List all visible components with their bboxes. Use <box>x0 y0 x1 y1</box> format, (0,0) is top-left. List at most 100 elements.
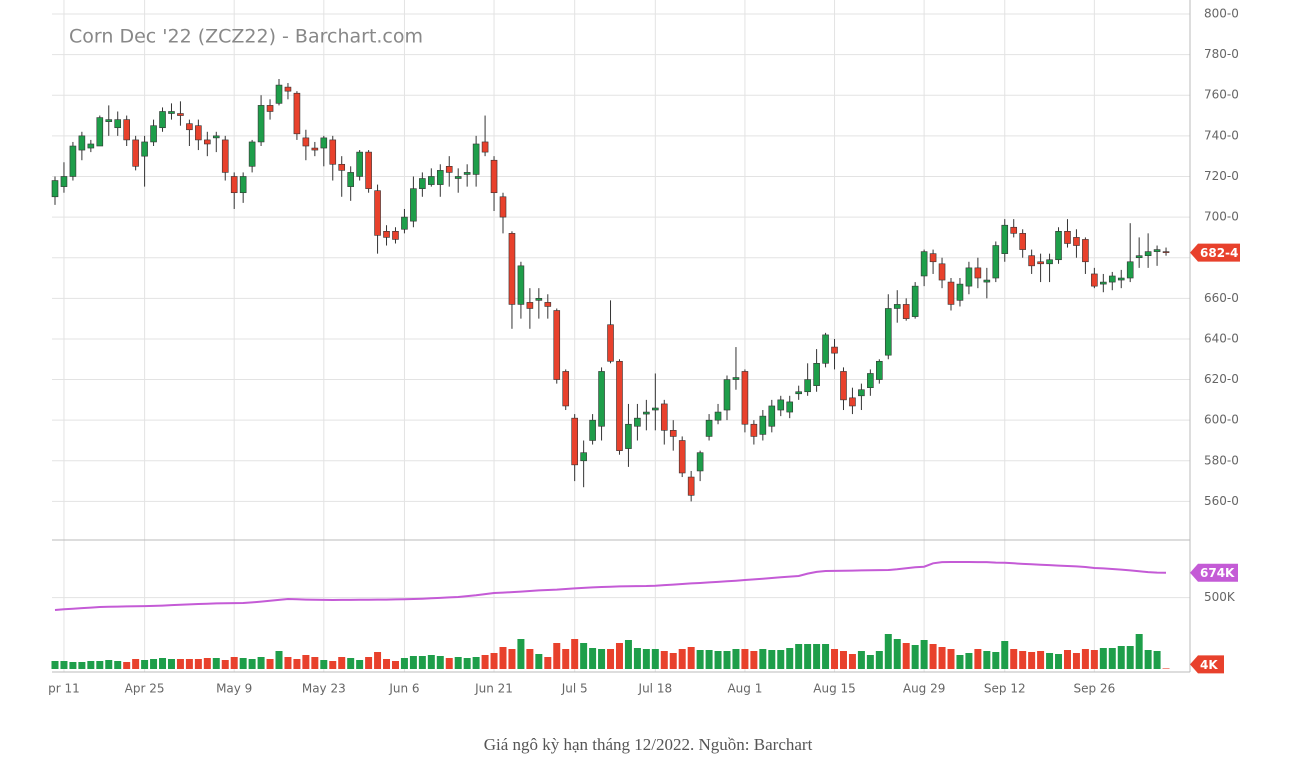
volume-bar <box>194 659 202 669</box>
volume-bar <box>947 649 955 669</box>
volume-bar <box>624 640 632 669</box>
candle-body <box>96 117 104 147</box>
volume-bar <box>759 649 767 669</box>
candle-body <box>535 298 543 301</box>
volume-bar <box>1126 646 1134 669</box>
volume-bar <box>132 659 140 669</box>
candle-body <box>374 190 381 236</box>
candle-body <box>1064 231 1071 244</box>
volume-bar <box>598 649 606 669</box>
candle-body <box>849 397 856 407</box>
badge <box>1190 563 1238 582</box>
volume-bar <box>813 644 821 669</box>
volume-bar <box>974 649 982 669</box>
candle-body <box>678 440 686 474</box>
volume-bar <box>786 648 794 669</box>
candle-body <box>51 180 59 198</box>
volume-bar <box>329 661 337 669</box>
candle-body <box>248 141 256 167</box>
volume-bar <box>795 644 803 669</box>
volume-bar <box>1162 668 1170 669</box>
volume-bar <box>535 654 543 669</box>
candle-body <box>652 407 659 411</box>
candle-body <box>132 139 139 167</box>
candle-body <box>266 105 274 112</box>
volume-bar <box>1019 651 1027 669</box>
volume-bar <box>1153 651 1161 669</box>
candle-body <box>195 125 202 141</box>
candle-body <box>275 84 283 104</box>
volume-bar <box>956 655 964 669</box>
volume-bar <box>1144 650 1152 669</box>
candle-body <box>1162 251 1170 253</box>
volume-bar <box>203 658 211 669</box>
candle-body <box>356 151 363 177</box>
volume-bar <box>992 652 1000 669</box>
volume-bar <box>51 661 59 669</box>
volume-bar <box>723 651 731 669</box>
candle-body <box>714 411 722 421</box>
volume-bar <box>490 653 498 669</box>
candle-body <box>1055 231 1062 261</box>
volume-bar <box>517 639 525 669</box>
volume-bar <box>302 655 310 669</box>
candle-body <box>822 334 829 364</box>
candle-body <box>607 324 614 362</box>
candle-body <box>517 265 525 305</box>
volume-bar <box>87 661 95 669</box>
candle-body <box>741 371 749 425</box>
candle-body <box>463 172 471 175</box>
badge-label: 682-4 <box>1200 246 1238 260</box>
volume-bar <box>848 654 856 669</box>
volume-bar <box>768 650 776 669</box>
candle-body <box>508 233 516 305</box>
volume-bar <box>230 657 238 669</box>
volume-bar <box>383 659 391 669</box>
volume-bar <box>714 651 722 669</box>
y-tick-label: 660-0 <box>1204 291 1239 305</box>
candle-body <box>625 423 632 449</box>
volume-bar <box>454 657 462 669</box>
badge-label: 674K <box>1200 566 1235 580</box>
candle-body <box>177 113 184 116</box>
x-tick-label: Jun 21 <box>474 682 513 696</box>
volume-bar <box>409 656 417 669</box>
volume-bar <box>1028 652 1036 669</box>
candle-body <box>768 405 776 427</box>
candle-body <box>428 176 435 185</box>
volume-bar <box>633 648 641 669</box>
volume-bar <box>123 662 131 669</box>
volume-bar <box>284 657 292 669</box>
candle-body <box>114 119 122 129</box>
candle-body <box>338 163 346 171</box>
candle-body <box>616 360 623 451</box>
candle-body <box>858 389 865 397</box>
candle-body <box>329 139 337 165</box>
volume-bar <box>257 657 265 669</box>
candle-body <box>795 391 802 395</box>
volume-bar <box>607 649 615 669</box>
y-tick-label: 740-0 <box>1204 128 1239 142</box>
volume-bar <box>338 657 346 669</box>
candle-body <box>383 231 390 238</box>
x-tick-label: Jul 5 <box>561 682 588 696</box>
candle-body <box>571 417 578 466</box>
volume-bar <box>69 662 77 669</box>
volume-bar <box>660 651 668 669</box>
candle-body <box>1046 259 1053 265</box>
caption: Giá ngô kỳ hạn tháng 12/2022. Nguồn: Bar… <box>484 735 813 754</box>
volume-bar <box>911 645 919 669</box>
volume-bar <box>777 650 785 669</box>
volume-bar <box>696 650 704 669</box>
candle-body <box>589 419 596 441</box>
volume-bar <box>884 634 892 669</box>
candle-body <box>481 141 489 153</box>
volume-bar <box>562 649 570 669</box>
y-tick-label: 760-0 <box>1204 88 1239 102</box>
x-tick-label: Jun 6 <box>388 682 419 696</box>
volume-bar <box>651 649 659 669</box>
candle-body <box>544 302 552 307</box>
volume-bar <box>212 658 220 669</box>
volume-bar <box>365 657 373 669</box>
